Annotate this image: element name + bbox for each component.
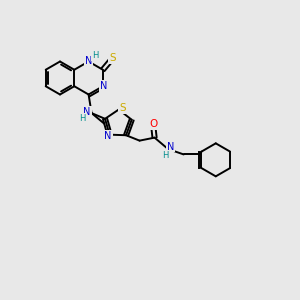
Text: N: N [85, 56, 92, 66]
Text: S: S [119, 103, 126, 113]
Text: N: N [104, 131, 112, 141]
Text: O: O [149, 119, 157, 129]
Text: N: N [100, 81, 107, 91]
Text: N: N [83, 106, 91, 117]
Text: H: H [79, 114, 85, 123]
Text: N: N [167, 142, 174, 152]
Text: H: H [162, 151, 168, 160]
Text: H: H [92, 51, 98, 60]
Text: S: S [109, 53, 116, 63]
